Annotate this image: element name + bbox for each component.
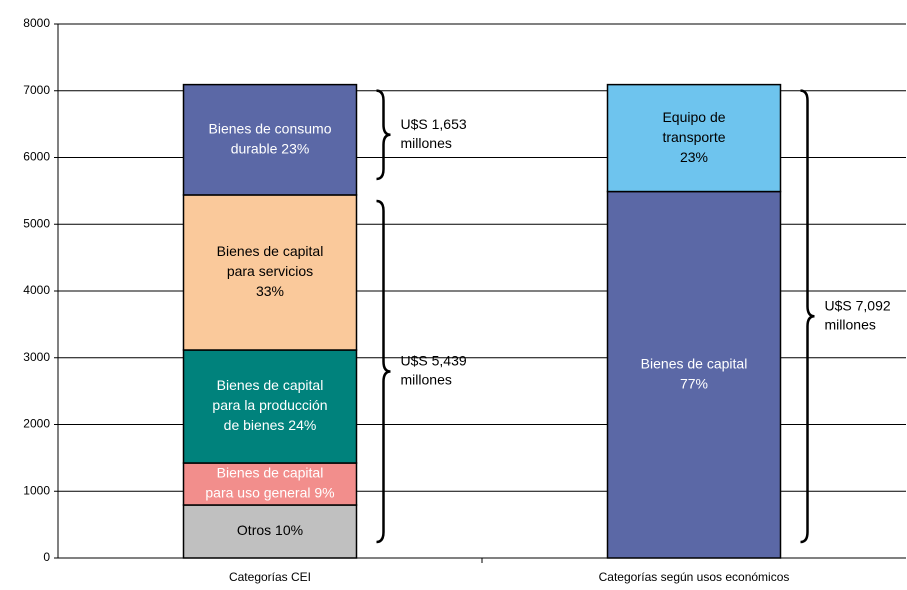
segment-label: Bienes de capital [217, 465, 324, 481]
y-tick-label: 2000 [23, 417, 50, 431]
segment-label: Bienes de consumo [209, 120, 332, 136]
y-tick-label: 3000 [23, 350, 50, 364]
bar-segment [606, 190, 782, 559]
y-tick-label: 8000 [23, 16, 50, 30]
segment-label: 33% [256, 283, 284, 299]
segment-label: Otros 10% [237, 522, 303, 538]
y-tick-label: 6000 [23, 150, 50, 164]
segment-label: 23% [680, 149, 708, 165]
brace [376, 89, 391, 181]
brace [376, 199, 391, 544]
segment-label: transporte [662, 129, 725, 145]
segment-label: de bienes 24% [224, 417, 317, 433]
segment-label: para servicios [227, 263, 313, 279]
segment-label: durable 23% [231, 140, 310, 156]
y-tick-label: 4000 [23, 283, 50, 297]
annotation: millones [401, 372, 452, 388]
annotation: millones [401, 135, 452, 151]
x-tick-label: Categorías según usos económicos [599, 570, 790, 584]
segment-label: Bienes de capital [641, 355, 748, 371]
y-tick-label: 7000 [23, 83, 50, 97]
x-tick-label: Categorías CEI [229, 570, 311, 584]
annotation: U$S 5,439 [401, 353, 467, 369]
y-tick-label: 0 [43, 550, 50, 564]
y-tick-label: 5000 [23, 216, 50, 230]
annotation: millones [825, 317, 876, 333]
segment-label: para la producción [212, 397, 327, 413]
annotation: U$S 7,092 [825, 298, 891, 314]
bar-segment [182, 83, 358, 196]
segment-label: Bienes de capital [217, 243, 324, 259]
annotation: U$S 1,653 [401, 116, 467, 132]
segment-label: 77% [680, 375, 708, 391]
segment-label: Bienes de capital [217, 377, 324, 393]
brace [800, 89, 815, 544]
bar-segment [606, 83, 782, 193]
segment-label: para uso general 9% [205, 485, 334, 501]
bar-segment [182, 504, 358, 559]
segment-label: Equipo de [662, 109, 725, 125]
bar-segment [182, 462, 358, 506]
y-tick-label: 1000 [23, 483, 50, 497]
